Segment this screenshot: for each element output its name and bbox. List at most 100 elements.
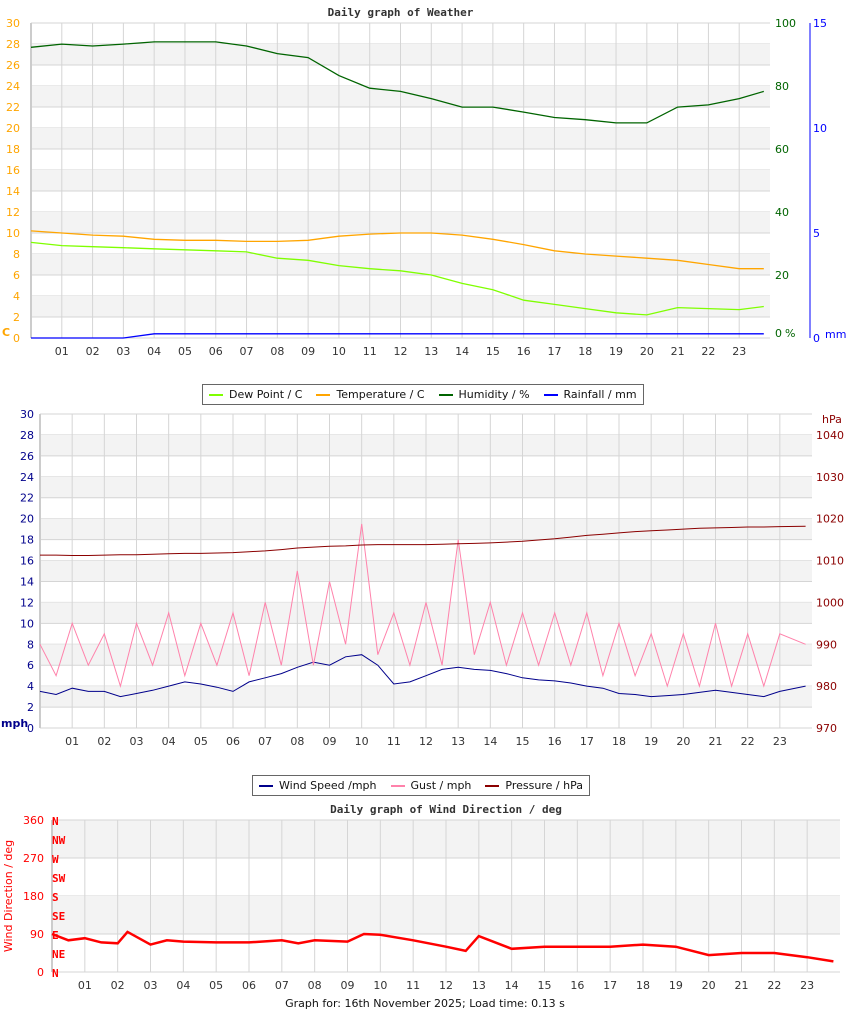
x-tick-label: 05 [209,979,223,992]
y-tick-left: 18 [20,534,34,547]
y-tick-pressure: 1030 [816,471,844,484]
x-tick-label: 10 [373,979,387,992]
x-tick-label: 19 [669,979,683,992]
compass-label: SE [52,910,65,923]
series-line-humidity- [30,41,764,124]
x-tick-label: 11 [387,735,401,748]
compass-label: E [52,929,59,942]
legend-item-humidity: Humidity / % [438,388,530,401]
x-tick-label: 20 [640,345,654,358]
x-tick-label: 14 [505,979,519,992]
legend-item-gust: Gust / mph [390,779,472,792]
y-tick-left: 16 [20,555,34,568]
series-line-pressure-hpa [40,525,806,556]
y-tick-left: 270 [23,852,44,865]
x-tick-label: 02 [111,979,125,992]
y-tick-left: 360 [23,814,44,827]
legend-label: Pressure / hPa [505,779,583,792]
footer-text: Graph for: 16th November 2025; Load time… [285,997,565,1010]
x-tick-label: 04 [162,735,176,748]
x-tick-label: 06 [209,345,223,358]
x-tick-label: 06 [242,979,256,992]
y-tick-pressure: 970 [816,722,837,735]
x-tick-label: 16 [517,345,531,358]
legend-label: Wind Speed /mph [279,779,377,792]
x-tick-label: 07 [275,979,289,992]
x-tick-label: 15 [516,735,530,748]
x-tick-label: 01 [65,735,79,748]
y-tick-left: 24 [20,471,34,484]
x-tick-label: 04 [147,345,161,358]
x-tick-label: 13 [424,345,438,358]
y-unit-humidity: % [785,327,795,340]
y-tick-left: 6 [13,269,20,282]
x-tick-label: 16 [570,979,584,992]
y-tick-pressure: 990 [816,638,837,651]
y-unit-left: mph [1,717,28,730]
x-tick-label: 22 [741,735,755,748]
y-tick-left: 6 [27,659,34,672]
x-tick-label: 18 [612,735,626,748]
x-tick-label: 18 [578,345,592,358]
y-tick-humidity: 80 [775,80,789,93]
x-tick-label: 05 [194,735,208,748]
legend-item-pressure: Pressure / hPa [485,779,583,792]
x-tick-label: 09 [301,345,315,358]
y-tick-left: 90 [30,928,44,941]
y-tick-humidity: 100 [775,17,796,30]
x-tick-label: 02 [86,345,100,358]
y-tick-left: 0 [13,332,20,345]
y-tick-rain: 0 [813,332,820,345]
x-tick-label: 07 [258,735,272,748]
x-tick-label: 06 [226,735,240,748]
series-line-wind-direction [51,930,834,963]
y-tick-left: 26 [20,450,34,463]
compass-label: W [52,853,59,866]
x-tick-label: 16 [548,735,562,748]
chart-title: Daily graph of Weather [328,6,474,19]
legend-wind: Wind Speed /mph Gust / mph Pressure / hP… [252,775,590,796]
y-tick-left: 30 [20,408,34,421]
compass-label: NE [52,948,65,961]
compass-label: S [52,891,59,904]
y-tick-left: 14 [20,575,34,588]
x-tick-label: 01 [55,345,69,358]
legend-item-dew: Dew Point / C [209,388,302,401]
y-tick-left: 28 [20,429,34,442]
y-unit-rain: mm [825,328,846,341]
x-tick-label: 01 [78,979,92,992]
x-tick-label: 20 [702,979,716,992]
series-line-temperature-c [30,230,764,270]
x-tick-label: 17 [547,345,561,358]
x-tick-label: 03 [130,735,144,748]
legend-label: Temperature / C [336,388,425,401]
series-line-rainfall-mm [31,333,764,339]
x-tick-label: 09 [341,979,355,992]
y-tick-left: 12 [20,596,34,609]
legend-label: Humidity / % [458,388,530,401]
y-tick-left: 0 [27,722,34,735]
legend-label: Gust / mph [410,779,472,792]
x-tick-label: 22 [701,345,715,358]
y-tick-left: 0 [37,966,44,979]
y-tick-left: 20 [6,122,20,135]
legend-item-temp: Temperature / C [316,388,425,401]
x-tick-label: 13 [451,735,465,748]
x-tick-label: 05 [178,345,192,358]
x-tick-label: 12 [439,979,453,992]
x-tick-label: 08 [290,735,304,748]
x-tick-label: 03 [144,979,158,992]
y-tick-rain: 5 [813,227,820,240]
y-tick-left: 28 [6,38,20,51]
x-tick-label: 21 [709,735,723,748]
x-tick-label: 04 [176,979,190,992]
y-tick-pressure: 1000 [816,596,844,609]
y-tick-left: 14 [6,185,20,198]
x-tick-label: 19 [609,345,623,358]
y-tick-left: 22 [20,492,34,505]
x-tick-label: 18 [636,979,650,992]
y-tick-left: 22 [6,101,20,114]
compass-label: SW [52,872,66,885]
series-line-gust-mph [39,523,806,688]
y-tick-left: 2 [13,311,20,324]
